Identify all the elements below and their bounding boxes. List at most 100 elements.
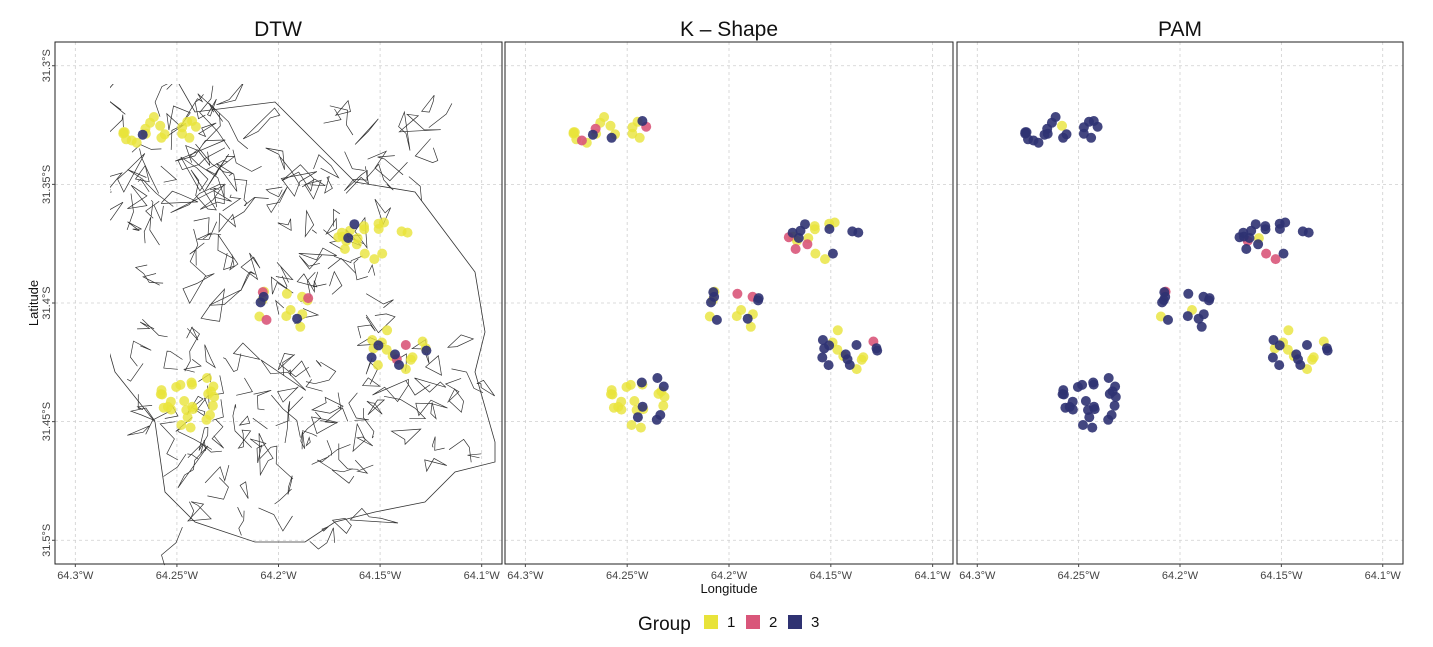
points <box>568 112 883 433</box>
data-point-group-3 <box>1297 226 1308 237</box>
street-segment <box>189 228 207 277</box>
data-point-group-3 <box>827 248 838 259</box>
street-segment <box>365 313 396 334</box>
data-point-group-3 <box>1260 224 1271 235</box>
data-point-group-3 <box>1204 293 1215 304</box>
street-segment <box>197 221 218 240</box>
data-point-group-1 <box>156 132 167 143</box>
street-segment <box>236 377 253 396</box>
x-tick-label: 64.25°W <box>1057 570 1100 582</box>
street-segment <box>296 273 318 294</box>
street-segment <box>265 186 283 198</box>
data-point-group-1 <box>187 116 198 126</box>
street-segment <box>230 196 256 221</box>
data-point-group-1 <box>599 112 610 122</box>
x-tick-label: 64.3°W <box>57 570 94 582</box>
data-point-group-1 <box>605 120 616 131</box>
data-point-group-1 <box>1282 344 1293 355</box>
street-segment <box>398 110 411 151</box>
data-point-group-3 <box>706 297 716 308</box>
street-segment <box>305 361 337 385</box>
street-segment <box>327 257 357 274</box>
street-segment <box>145 201 160 219</box>
street-segment <box>357 316 376 339</box>
street-segment <box>232 149 262 172</box>
data-point-group-3 <box>1253 239 1264 250</box>
street-segment <box>476 379 495 397</box>
street-segment <box>317 444 351 471</box>
data-point-group-1 <box>616 404 627 415</box>
street-segment <box>278 363 310 378</box>
street-segment <box>366 400 383 415</box>
street-segment <box>127 184 148 210</box>
street-segment <box>365 357 378 385</box>
street-segment <box>329 270 343 295</box>
street-segment <box>110 101 126 115</box>
x-tick-label: 64.2°W <box>1162 570 1199 582</box>
street-segment <box>368 263 376 276</box>
data-point-group-1 <box>155 120 166 131</box>
street-segment <box>207 477 229 500</box>
data-point-group-3 <box>847 226 858 237</box>
x-tick-label: 64.15°W <box>810 570 853 582</box>
data-point-group-3 <box>1109 400 1120 411</box>
data-point-group-3 <box>1088 116 1099 126</box>
data-point-group-1 <box>359 248 370 259</box>
street-segment <box>126 193 134 231</box>
data-point-group-1 <box>177 122 188 133</box>
data-point-group-3 <box>421 345 432 356</box>
street-segment <box>298 254 323 270</box>
street-segment <box>277 386 299 403</box>
data-point-group-3 <box>817 352 828 363</box>
street-segment <box>270 276 294 295</box>
street-segment <box>365 163 394 191</box>
street-segment <box>192 407 206 417</box>
data-point-group-1 <box>184 132 195 143</box>
panel-title-dtw: DTW <box>254 18 302 41</box>
street-segment <box>311 455 330 465</box>
street-segment <box>377 155 404 176</box>
data-point-group-3 <box>1295 360 1306 370</box>
data-point-group-3 <box>793 233 804 243</box>
data-point-group-3 <box>636 377 647 388</box>
street-segment <box>313 154 340 179</box>
data-point-group-1 <box>359 224 370 235</box>
panel-title-pam: PAM <box>1158 18 1202 41</box>
street-segment <box>414 377 447 393</box>
data-point-group-3 <box>800 219 810 230</box>
data-point-group-3 <box>366 352 377 363</box>
street-segment <box>334 99 351 116</box>
data-point-group-3 <box>1058 385 1069 396</box>
data-point-group-3 <box>1322 345 1333 356</box>
data-point-group-1 <box>629 396 640 406</box>
data-point-group-3 <box>137 129 148 140</box>
street-segment <box>354 459 374 474</box>
street-segment <box>182 273 215 305</box>
x-tick-label: 64.1°W <box>464 570 501 582</box>
x-tick-label: 64.15°W <box>359 570 402 582</box>
street-segment <box>361 377 381 387</box>
street-segment <box>142 273 160 286</box>
street-segment <box>131 144 162 153</box>
x-tick-label: 64.2°W <box>711 570 748 582</box>
data-point-group-3 <box>1267 352 1278 363</box>
street-segment <box>414 138 439 163</box>
street-segment <box>424 457 447 473</box>
data-point-group-3 <box>394 360 404 370</box>
street-segment <box>160 190 199 204</box>
x-tick-labels: 64.3°W 64.25°W 64.2°W 64.15°W 64.1°W 64.… <box>57 570 1401 582</box>
data-point-group-1 <box>858 352 869 363</box>
data-point-group-3 <box>1050 112 1061 122</box>
data-point-group-3 <box>1080 396 1091 406</box>
data-point-group-2 <box>400 340 411 350</box>
data-point-group-1 <box>832 325 843 336</box>
street-segment <box>223 353 242 373</box>
street-segment <box>153 205 164 223</box>
street-segment <box>204 465 230 484</box>
data-point-group-3 <box>1241 244 1252 254</box>
data-point-group-3 <box>1089 401 1099 412</box>
street-segment <box>305 436 311 447</box>
street-segment <box>275 401 291 427</box>
street-segment <box>289 360 311 378</box>
